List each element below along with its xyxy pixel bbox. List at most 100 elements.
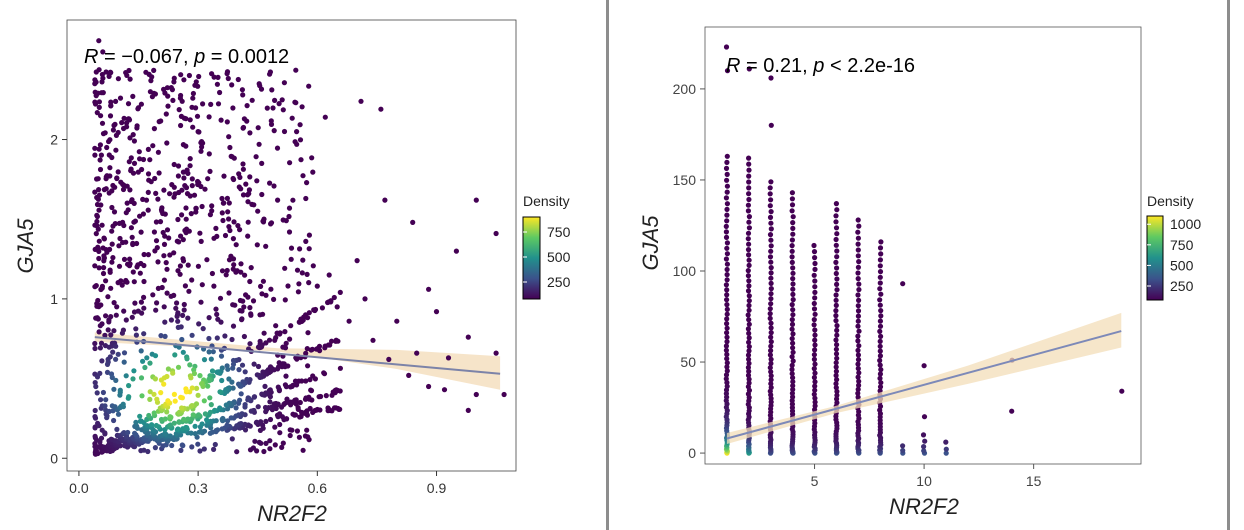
data-point xyxy=(150,292,156,298)
data-point xyxy=(177,271,183,277)
data-point xyxy=(109,154,115,161)
data-point xyxy=(217,389,223,395)
data-point xyxy=(195,83,201,89)
data-point xyxy=(746,66,752,72)
data-point xyxy=(855,253,861,259)
data-point xyxy=(724,277,730,283)
data-point xyxy=(321,370,327,376)
colorbar-tick-label: 750 xyxy=(1170,237,1194,253)
data-point xyxy=(768,286,774,292)
data-point xyxy=(139,393,145,399)
data-point xyxy=(723,376,729,382)
y-tick-label: 1 xyxy=(50,291,58,307)
data-point xyxy=(790,276,796,282)
data-point xyxy=(812,399,818,405)
data-point xyxy=(280,344,286,350)
data-point xyxy=(745,312,751,318)
data-point xyxy=(242,272,248,278)
data-point xyxy=(304,271,310,277)
data-point xyxy=(145,189,151,195)
data-point xyxy=(305,363,311,369)
data-point xyxy=(92,189,98,195)
data-point xyxy=(164,140,170,146)
data-point xyxy=(724,245,730,251)
data-point xyxy=(746,298,752,304)
data-point xyxy=(724,351,730,358)
data-point xyxy=(269,87,275,93)
data-point xyxy=(183,185,190,191)
data-point xyxy=(877,338,883,344)
r-label: R xyxy=(726,55,740,77)
data-point xyxy=(187,156,193,162)
data-point xyxy=(180,312,186,318)
data-point xyxy=(296,319,302,325)
data-point xyxy=(855,361,861,367)
data-point xyxy=(132,300,138,306)
data-point xyxy=(293,100,299,106)
data-point xyxy=(224,267,230,274)
data-point xyxy=(161,277,167,283)
data-point xyxy=(259,291,265,297)
data-point xyxy=(113,98,119,104)
data-point xyxy=(105,294,111,300)
data-point xyxy=(300,257,306,263)
data-point xyxy=(207,168,213,174)
data-point xyxy=(877,343,883,349)
data-point xyxy=(833,213,839,219)
data-point xyxy=(493,230,499,237)
data-point xyxy=(306,246,312,252)
fit-line xyxy=(726,330,1122,440)
data-point xyxy=(224,71,230,77)
data-point xyxy=(121,430,127,436)
data-point xyxy=(117,389,123,395)
data-point xyxy=(117,235,123,242)
data-point xyxy=(111,209,118,215)
data-point xyxy=(855,313,862,319)
data-point xyxy=(855,394,861,400)
data-point xyxy=(178,122,184,129)
data-point xyxy=(286,229,293,235)
data-point xyxy=(204,417,210,423)
x-tick-label: 15 xyxy=(1026,473,1042,489)
data-point xyxy=(239,87,245,93)
data-point xyxy=(263,292,269,298)
data-point xyxy=(224,195,230,201)
data-point xyxy=(768,220,774,226)
data-point xyxy=(247,305,253,311)
data-point xyxy=(746,179,752,185)
data-point xyxy=(190,90,196,97)
data-point xyxy=(183,216,189,222)
data-point xyxy=(790,225,796,231)
data-point xyxy=(164,409,170,415)
data-point xyxy=(280,440,286,446)
data-point xyxy=(220,200,226,206)
data-point xyxy=(199,144,205,150)
data-point xyxy=(179,212,185,218)
data-point xyxy=(745,268,751,274)
data-point xyxy=(833,201,840,207)
data-point xyxy=(724,183,731,189)
data-point xyxy=(275,384,281,390)
data-point xyxy=(209,368,216,374)
data-point xyxy=(283,340,289,346)
data-point xyxy=(834,396,840,402)
data-point xyxy=(99,222,105,228)
data-point xyxy=(207,430,213,436)
data-point xyxy=(746,252,752,258)
data-point xyxy=(767,365,773,371)
data-point xyxy=(104,144,110,151)
correlation-annotation: R = −0.067, p = 0.0012 xyxy=(84,46,289,68)
data-point xyxy=(724,171,730,177)
data-point xyxy=(106,138,112,145)
data-point xyxy=(262,404,269,411)
data-point xyxy=(98,397,104,403)
data-point xyxy=(258,86,265,92)
data-point xyxy=(856,287,862,293)
data-point xyxy=(238,186,244,192)
data-point xyxy=(745,208,752,214)
data-point xyxy=(255,404,261,410)
data-point xyxy=(97,166,104,173)
data-point xyxy=(724,261,731,267)
data-point xyxy=(131,160,138,166)
data-point xyxy=(378,106,384,112)
